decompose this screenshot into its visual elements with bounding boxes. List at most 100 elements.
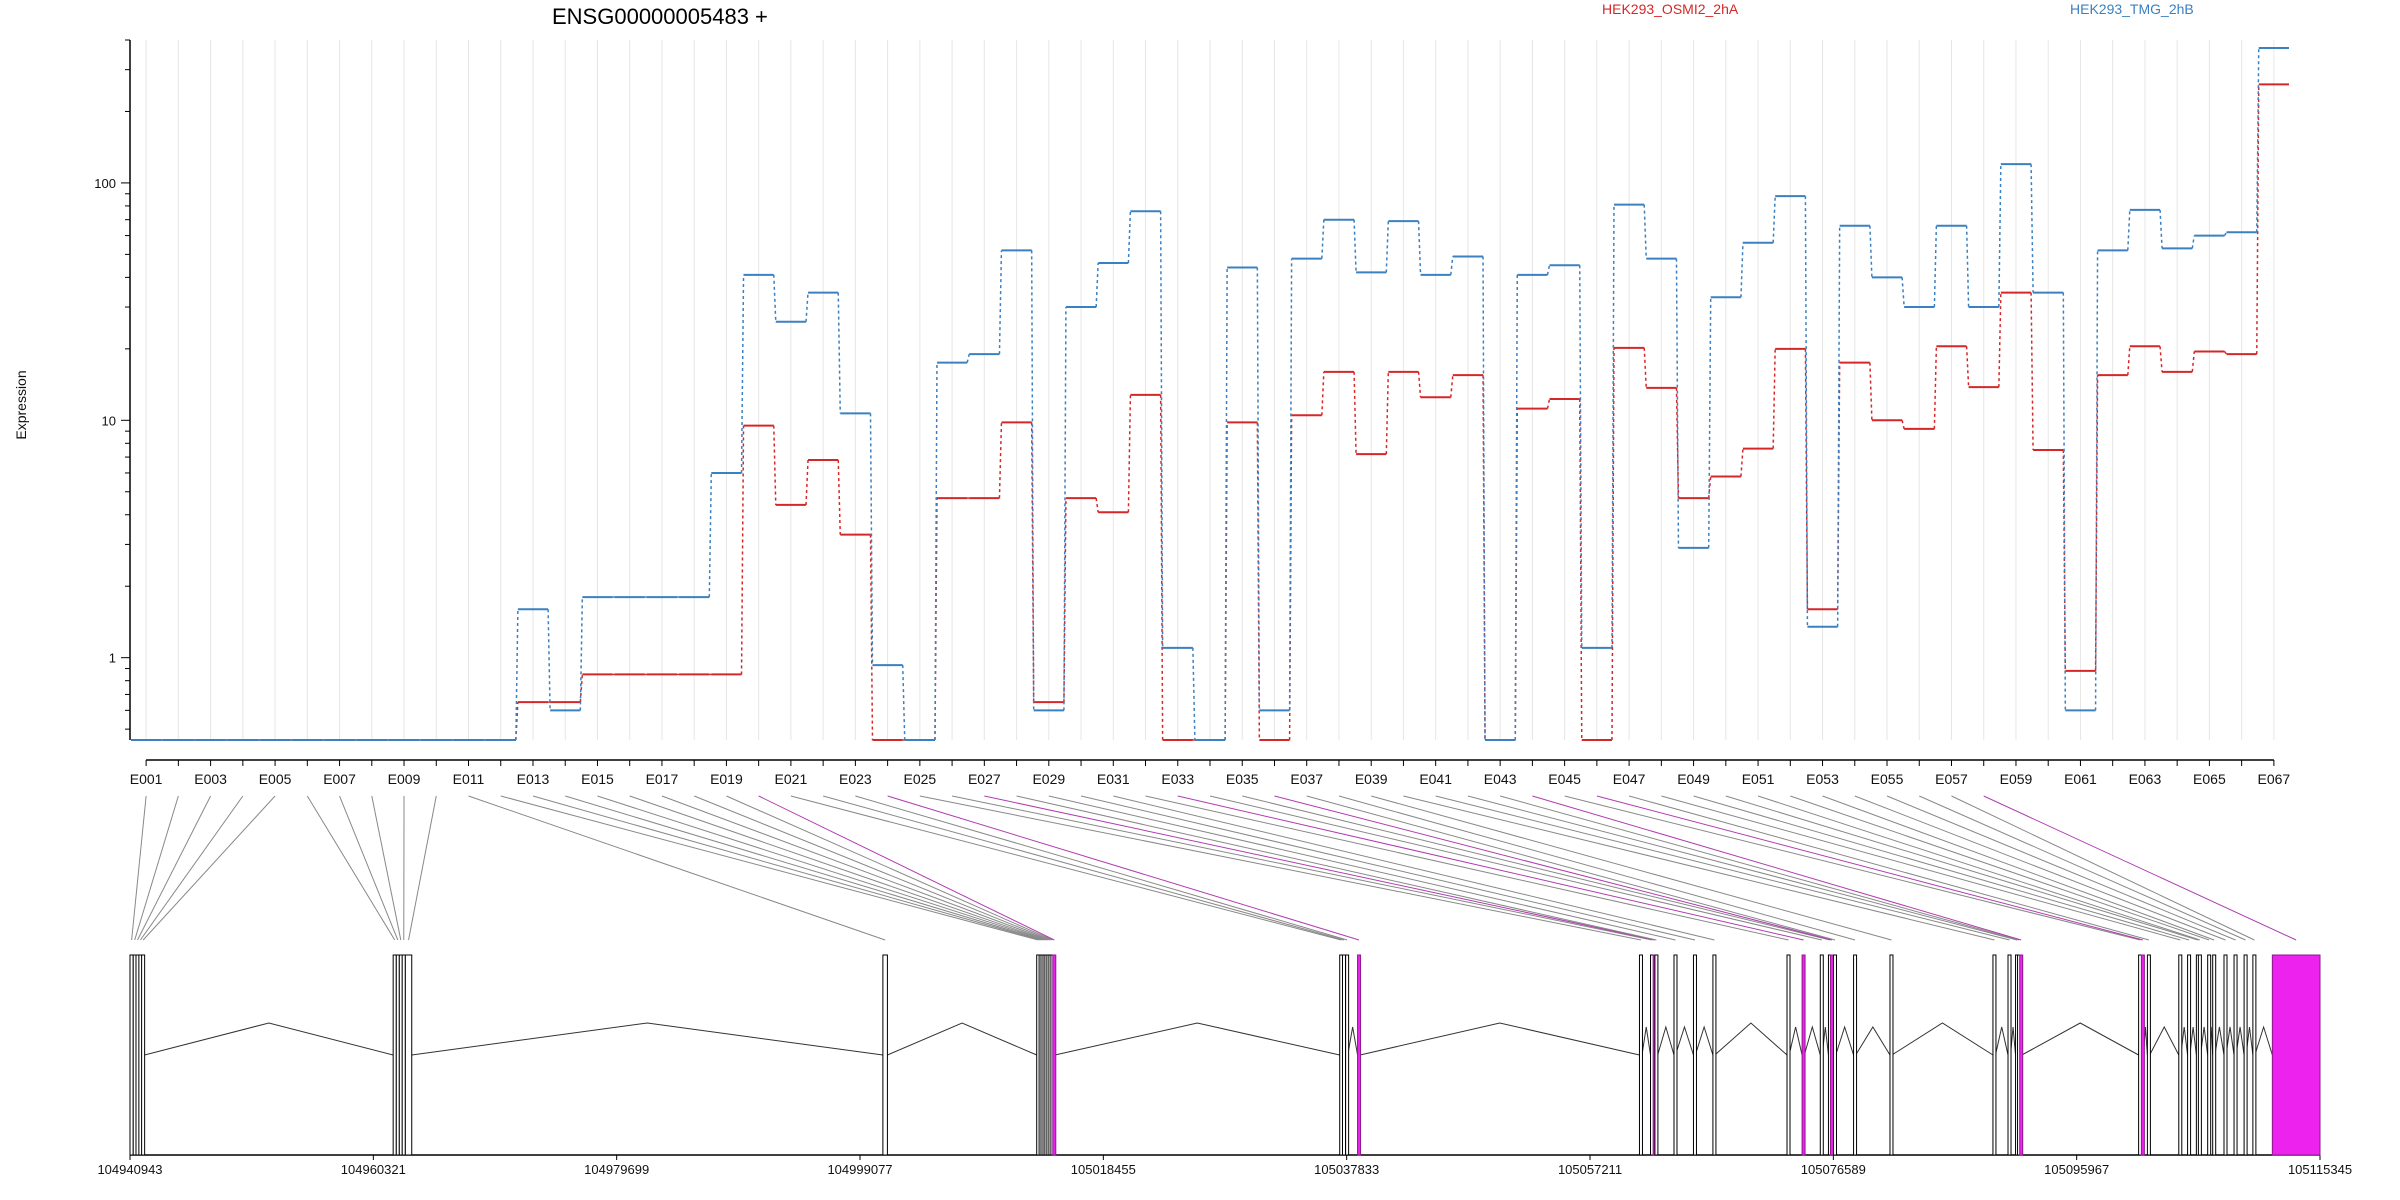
intron-line: [1891, 1022, 1994, 1056]
bin-label: E065: [2193, 771, 2226, 787]
bin-label: E059: [2000, 771, 2033, 787]
exon-box: [1712, 954, 1717, 1156]
intron-line: [1855, 1026, 1891, 1056]
series-lines: [131, 47, 2289, 741]
bin-label: E041: [1419, 771, 1452, 787]
y-tick-label: 1: [109, 651, 116, 666]
series-step-connector: [805, 460, 809, 505]
series-step-connector: [1869, 225, 1873, 278]
series-step-connector: [1707, 297, 1712, 548]
bin-label: E035: [1226, 771, 1259, 787]
bin-label: E027: [968, 771, 1001, 787]
exon-box-highlighted: [2271, 954, 2321, 1156]
exon-box: [1889, 954, 1894, 1156]
exon-box-highlighted: [1801, 954, 1806, 1156]
series-step-connector: [740, 425, 745, 675]
series-step-connector: [1321, 371, 1325, 416]
bin-label: E015: [581, 771, 614, 787]
series-step-connector: [1030, 250, 1035, 711]
exon-box: [2187, 954, 2192, 1156]
connector: [139, 795, 244, 941]
bin-label: E045: [1548, 771, 1581, 787]
exon-box: [2178, 954, 2183, 1156]
intron-line: [2214, 1026, 2225, 1056]
exon-box: [1654, 954, 1659, 1156]
exon-box: [2197, 954, 2202, 1156]
intron-line: [1803, 1025, 1821, 1056]
axes: 1 10 100: [94, 39, 131, 740]
series-step-connector: [1740, 448, 1744, 477]
connector: [951, 795, 1653, 941]
exon-box-highlighted: [2140, 954, 2145, 1156]
series-step-connector: [1578, 398, 1583, 741]
series-step-connector: [1675, 258, 1680, 548]
connector: [726, 795, 1053, 941]
bin-label: E017: [646, 771, 679, 787]
bin-label: E033: [1161, 771, 1194, 787]
legend-tmg: HEK293_TMG_2hB: [2070, 1, 2194, 17]
exon-box: [1853, 954, 1858, 1156]
series-step-connector: [579, 597, 584, 711]
connector: [1016, 795, 1657, 941]
bin-label: E023: [839, 771, 872, 787]
series-step-connector: [1772, 348, 1776, 449]
series-step-connector: [773, 425, 777, 505]
connector: [1048, 795, 1676, 941]
series-step-connector: [934, 362, 938, 741]
connector: [1209, 795, 1822, 941]
series-step-connector: [1063, 307, 1067, 711]
bin-label: E031: [1097, 771, 1130, 787]
series-step-connector: [2127, 346, 2131, 376]
series-step-connector: [805, 292, 809, 322]
series-step-connector: [1611, 204, 1615, 648]
connector: [823, 795, 1345, 941]
exon-box-highlighted: [1052, 954, 1057, 1156]
intron-line: [1657, 1025, 1675, 1056]
series-step-connector: [1030, 422, 1035, 703]
bin-label: E053: [1806, 771, 1839, 787]
series-step-connector: [740, 274, 745, 473]
series-step-connector: [2094, 250, 2099, 711]
series-step-connector: [1965, 225, 1970, 308]
intron-line: [1788, 1026, 1803, 1056]
exon-box: [1692, 954, 1697, 1156]
connector: [131, 795, 147, 941]
series-step-connector: [2223, 351, 2228, 355]
connector: [408, 795, 437, 941]
series-step-connector: [2191, 351, 2196, 372]
bin-label: E001: [130, 771, 163, 787]
y-tick-label: 10: [102, 413, 116, 428]
connector: [1854, 795, 2226, 941]
series-step-connector: [1643, 204, 1647, 259]
connector: [134, 795, 179, 941]
bin-label: E067: [2258, 771, 2291, 787]
connector: [1403, 795, 1995, 941]
connector: [597, 795, 1045, 941]
bin-label: E007: [323, 771, 356, 787]
connector: [565, 795, 1043, 941]
connector: [142, 795, 276, 941]
series-step-connector: [901, 665, 906, 741]
connector: [1435, 795, 2010, 941]
genome-tick-label: 105018455: [1071, 1162, 1136, 1177]
series-step-connector: [1256, 267, 1261, 711]
bin-label: E009: [388, 771, 421, 787]
exon-box-highlighted: [1357, 954, 1362, 1156]
series-step-connector: [1353, 219, 1357, 273]
connector: [1338, 795, 1856, 941]
connector: [1951, 795, 2255, 941]
series-tmg: [131, 47, 2289, 741]
series-step-connector: [1482, 256, 1486, 741]
series-step-connector: [1546, 265, 1551, 275]
bin-label: E047: [1613, 771, 1646, 787]
connector-highlighted: [1532, 795, 2022, 941]
genome-tick-label: 105037833: [1314, 1162, 1379, 1177]
intron-line: [1359, 1022, 1640, 1056]
series-step-connector: [1385, 221, 1390, 273]
series-step-connector: [1998, 292, 2002, 388]
connector: [1757, 795, 2201, 941]
connector: [693, 795, 1051, 941]
genome-tick-label: 104999077: [827, 1162, 892, 1177]
series-step-connector: [2030, 164, 2034, 293]
